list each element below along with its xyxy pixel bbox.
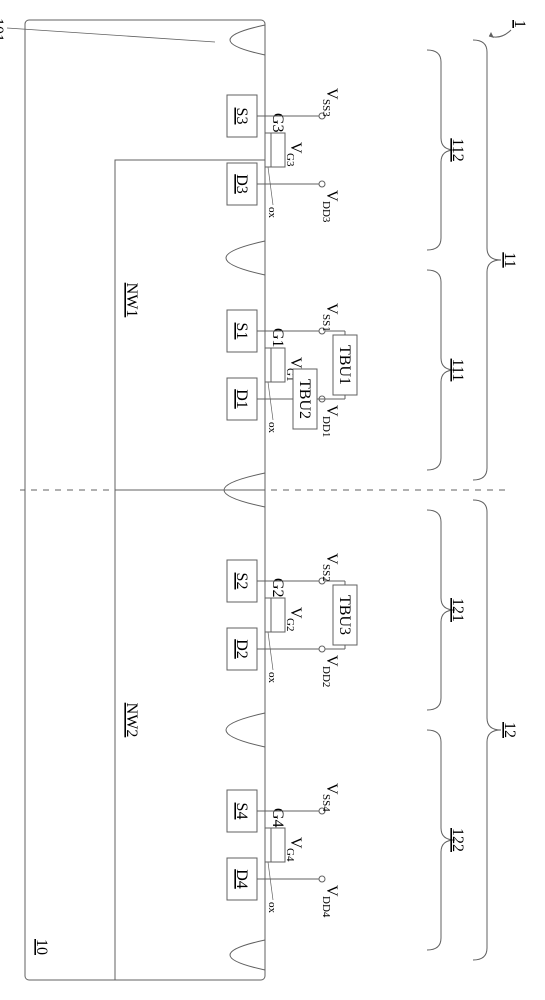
- svg-text:1: 1: [511, 20, 528, 28]
- svg-text:SS1: SS1: [320, 314, 332, 332]
- svg-text:DD3: DD3: [320, 201, 332, 223]
- svg-text:D1: D1: [233, 389, 250, 409]
- svg-text:D4: D4: [233, 869, 250, 889]
- svg-text:G4: G4: [284, 848, 296, 862]
- svg-text:101: 101: [0, 18, 6, 42]
- svg-text:S2: S2: [233, 573, 250, 590]
- svg-text:S3: S3: [233, 108, 250, 125]
- svg-text:DD1: DD1: [320, 416, 332, 437]
- svg-text:DD2: DD2: [320, 666, 332, 687]
- svg-text:TBU2: TBU2: [296, 379, 313, 419]
- svg-text:S1: S1: [233, 323, 250, 340]
- svg-text:121: 121: [449, 598, 466, 622]
- svg-text:G3: G3: [284, 153, 296, 167]
- svg-text:ox: ox: [266, 207, 278, 219]
- svg-text:SS4: SS4: [320, 794, 332, 812]
- svg-text:NW1: NW1: [123, 283, 140, 318]
- svg-text:SS3: SS3: [320, 99, 332, 117]
- svg-text:TBU1: TBU1: [336, 345, 353, 385]
- svg-text:NW2: NW2: [123, 703, 140, 738]
- svg-text:ox: ox: [266, 902, 278, 914]
- svg-text:S4: S4: [233, 803, 250, 820]
- svg-text:ox: ox: [266, 672, 278, 684]
- svg-text:SS2: SS2: [320, 564, 332, 582]
- svg-text:11: 11: [501, 252, 518, 267]
- svg-text:ox: ox: [266, 422, 278, 434]
- svg-text:DD4: DD4: [320, 896, 332, 918]
- svg-text:D3: D3: [233, 174, 250, 194]
- svg-text:111: 111: [449, 359, 466, 382]
- svg-text:12: 12: [501, 722, 518, 738]
- svg-text:G2: G2: [284, 618, 296, 631]
- svg-text:122: 122: [449, 828, 466, 852]
- svg-text:D2: D2: [233, 639, 250, 659]
- svg-text:TBU3: TBU3: [336, 595, 353, 635]
- svg-text:112: 112: [449, 138, 466, 161]
- svg-text:10: 10: [33, 939, 50, 955]
